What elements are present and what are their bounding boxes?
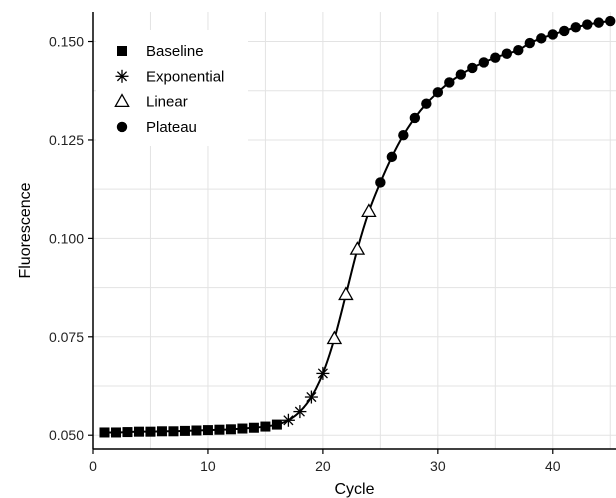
data-point-plateau — [582, 19, 593, 30]
data-point-plateau — [501, 48, 513, 59]
y-axis-title: Fluorescence — [17, 182, 34, 278]
data-point-exponential — [316, 366, 330, 380]
data-point-baseline — [237, 423, 248, 434]
data-point-baseline — [145, 426, 156, 437]
data-point-baseline — [168, 426, 179, 437]
data-point-plateau — [375, 177, 386, 188]
tick-labels: 0 10 20 30 40 0.050 0.075 0.100 0.125 0.150 — [49, 34, 561, 474]
data-point-exponential — [281, 413, 295, 427]
legend-marker-plateau — [116, 121, 128, 133]
legend-marker-linear — [114, 93, 130, 108]
data-point-baseline — [191, 425, 202, 436]
data-point-plateau — [467, 62, 478, 74]
legend-label: Baseline — [146, 43, 204, 60]
legend-marker-baseline — [117, 46, 127, 56]
legend-item-exponential: Exponential — [115, 68, 224, 85]
legend: Baseline Exponential Linear Plateau — [96, 30, 248, 146]
x-tick-label: 0 — [89, 458, 97, 474]
legend-marker-exponential — [115, 69, 129, 83]
data-point-plateau — [398, 130, 409, 141]
series-exponential — [281, 366, 330, 427]
series-linear — [326, 203, 377, 345]
data-point-baseline — [260, 421, 271, 432]
data-point-plateau — [593, 17, 604, 28]
grid-lines — [93, 12, 616, 449]
data-point-baseline — [179, 425, 190, 436]
y-tick-label: 0.125 — [49, 132, 84, 148]
axes — [88, 12, 616, 454]
legend-label: Linear — [146, 94, 188, 111]
data-point-linear — [349, 241, 366, 255]
data-point-plateau — [444, 77, 455, 88]
data-point-exponential — [304, 390, 318, 404]
data-point-plateau — [559, 25, 570, 37]
data-point-plateau — [409, 112, 421, 124]
data-point-baseline — [202, 425, 213, 436]
y-tick-label: 0.075 — [49, 329, 84, 345]
x-axis-title: Cycle — [334, 481, 374, 498]
series-baseline — [99, 419, 282, 438]
legend-item-linear: Linear — [114, 93, 188, 111]
data-point-plateau — [536, 33, 547, 44]
data-point-plateau — [605, 15, 616, 27]
data-point-plateau — [455, 69, 467, 80]
legend-label: Plateau — [146, 119, 197, 136]
data-point-plateau — [490, 52, 501, 63]
data-point-plateau — [432, 87, 444, 98]
data-point-plateau — [547, 29, 558, 40]
data-point-linear — [326, 330, 343, 345]
data-point-baseline — [110, 427, 121, 438]
data-point-baseline — [271, 419, 282, 430]
series-plateau — [375, 15, 616, 188]
x-tick-label: 40 — [545, 458, 561, 474]
data-point-baseline — [99, 427, 110, 438]
data-point-linear — [361, 203, 377, 218]
legend-item-plateau: Plateau — [116, 119, 197, 136]
y-tick-label: 0.050 — [49, 427, 84, 443]
legend-label: Exponential — [146, 68, 224, 85]
data-point-exponential — [293, 405, 307, 419]
data-point-plateau — [386, 151, 398, 163]
data-points — [99, 15, 616, 438]
data-point-baseline — [156, 426, 167, 437]
x-tick-label: 30 — [430, 458, 446, 474]
data-point-baseline — [248, 422, 259, 433]
data-point-plateau — [421, 98, 432, 109]
y-tick-label: 0.150 — [49, 34, 84, 50]
x-tick-label: 20 — [315, 458, 331, 474]
data-point-plateau — [478, 57, 490, 68]
data-point-baseline — [133, 426, 144, 437]
legend-item-baseline: Baseline — [117, 43, 204, 60]
y-tick-label: 0.100 — [49, 230, 84, 246]
data-point-baseline — [122, 427, 133, 438]
data-point-plateau — [513, 44, 524, 56]
data-point-plateau — [570, 22, 581, 33]
data-point-plateau — [524, 37, 535, 49]
data-point-baseline — [225, 424, 236, 435]
data-point-baseline — [214, 424, 225, 435]
data-point-linear — [338, 286, 354, 301]
x-tick-label: 10 — [200, 458, 216, 474]
